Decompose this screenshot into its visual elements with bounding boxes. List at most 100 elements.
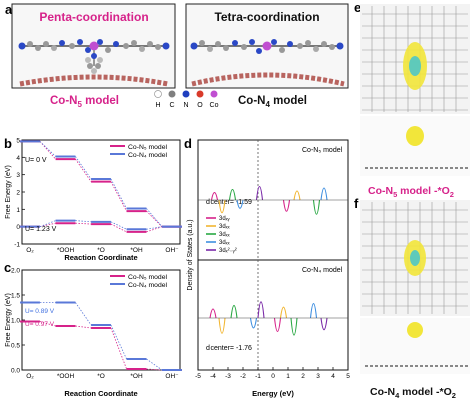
x-tick-label: *OH xyxy=(130,247,143,254)
panel-e-letter: e xyxy=(354,0,361,15)
energy-connector xyxy=(110,324,127,360)
dos-peak xyxy=(236,199,244,209)
legend-h-dot xyxy=(154,90,162,98)
panel-c-legend-n4: Co-N₄ model xyxy=(128,282,168,289)
panel-e-side-density xyxy=(406,126,424,146)
energy-connector xyxy=(146,358,163,371)
x-tick-label: *O xyxy=(97,373,105,380)
energy-connector xyxy=(110,327,127,370)
panel-e-caption: Co-N5 model -*O2 xyxy=(368,185,454,199)
panel-c-annot-089v: U= 0.89 V xyxy=(25,308,55,315)
panel-d-axes xyxy=(197,139,349,371)
dos-peak xyxy=(320,317,328,331)
panel-f: f Co-N4 model -*O2 xyxy=(354,196,470,400)
x-tick-label: 3 xyxy=(316,373,320,380)
panel-b-yticks: -1 0 1 2 3 4 5 xyxy=(14,138,25,249)
legend-co-dot xyxy=(210,90,218,98)
co-n4-model-label: Co-N4 model xyxy=(238,95,307,109)
panel-c-letter: c xyxy=(4,260,11,275)
x-tick-label: -5 xyxy=(195,373,201,380)
energy-connector xyxy=(75,302,92,326)
panel-c-legend-n5: Co-N₅ model xyxy=(128,274,167,281)
x-tick-label: -2 xyxy=(240,373,246,380)
panel-c: c Free Energy (eV) Reaction Coordinate 0… xyxy=(4,260,182,398)
energy-connector xyxy=(39,141,56,157)
panel-b-series xyxy=(20,140,182,233)
x-tick-label: 1 xyxy=(286,373,290,380)
panel-e: e Co-N5 model -*O2 xyxy=(354,0,470,199)
panel-d-top-dcenter: d center= -1.59 xyxy=(206,199,252,206)
legend-h-label: H xyxy=(155,102,160,109)
y-tick-label: 0.0 xyxy=(11,368,20,375)
panel-b-legend-n4: Co-N₄ model xyxy=(128,152,168,159)
panel-f-side-density xyxy=(407,322,423,338)
legend-n-dot xyxy=(182,90,190,98)
energy-connector xyxy=(146,226,163,230)
panel-c-xlabel: Reaction Coordinate xyxy=(64,389,137,398)
dos-peak xyxy=(293,190,301,201)
panel-d-bottom-dcenter: d center= -1.76 xyxy=(206,345,252,352)
x-tick-label: *OOH xyxy=(57,247,75,254)
x-tick-label: OH⁻ xyxy=(165,247,179,254)
panel-d: d Density of States (a.u.) Energy (eV) C… xyxy=(184,136,350,398)
y-tick-label: 2.0 xyxy=(11,268,20,275)
panel-b-ylabel: Free Energy (eV) xyxy=(5,165,12,219)
energy-connector xyxy=(110,178,127,209)
legend-o-dot xyxy=(196,90,204,98)
x-tick-label: OH⁻ xyxy=(165,373,179,380)
x-tick-label: 5 xyxy=(346,373,350,380)
energy-connector xyxy=(75,156,92,180)
penta-coordination-title: Penta-coordination xyxy=(39,10,148,24)
energy-connector xyxy=(75,222,92,225)
molecule-right xyxy=(190,39,345,87)
dos-peak xyxy=(210,191,219,201)
y-tick-label: 4 xyxy=(16,155,20,162)
dos-peak xyxy=(257,301,265,319)
legend-c-dot xyxy=(168,90,176,98)
energy-connector xyxy=(110,221,127,230)
orbital-legend-label: 3dₓᵧ xyxy=(219,216,230,222)
dos-peak xyxy=(309,303,318,319)
panel-b-xlabel: Reaction Coordinate xyxy=(64,253,137,262)
panel-c-xticks: O₂ *OOH *O *OH OH⁻ xyxy=(26,373,179,380)
orbital-legend-label: 3dₓₓ xyxy=(219,224,230,230)
molecule-left xyxy=(18,39,170,87)
panel-d-top-model: Co-N₅ model xyxy=(302,147,343,154)
y-tick-label: 0 xyxy=(16,224,20,231)
panel-f-letter: f xyxy=(354,196,359,211)
y-tick-label: 1.0 xyxy=(11,318,20,325)
dos-peak xyxy=(279,306,288,319)
legend-co-label: Co xyxy=(210,102,219,109)
dos-peak xyxy=(273,317,282,333)
y-tick-label: 3 xyxy=(16,172,20,179)
y-tick-label: 1.5 xyxy=(11,293,20,300)
dos-peak xyxy=(230,304,238,319)
legend-o-label: O xyxy=(197,102,203,109)
panel-c-series xyxy=(20,301,182,371)
panel-b: b Free Energy (eV) Reaction Coordinate -… xyxy=(4,136,182,262)
y-tick-label: 2 xyxy=(16,190,20,197)
panel-d-peaks xyxy=(198,185,348,336)
dos-peak xyxy=(282,199,291,212)
energy-connector xyxy=(110,181,127,212)
panel-a-letter: a xyxy=(5,2,13,17)
dos-peak xyxy=(290,317,298,336)
panel-c-annot-097v: U= 0.97 V xyxy=(25,321,55,328)
x-tick-label: O₂ xyxy=(26,373,34,380)
dos-peak xyxy=(218,317,226,334)
legend-n-label: N xyxy=(183,102,188,109)
y-tick-label: 5 xyxy=(16,138,20,145)
energy-connector xyxy=(75,325,92,329)
dos-peak xyxy=(249,317,258,329)
dos-peak xyxy=(312,199,321,215)
panel-d-bottom-model: Co-N₄ model xyxy=(302,267,343,274)
x-tick-label: -3 xyxy=(225,373,231,380)
panel-b-annot-123v: U= 1.23 V xyxy=(25,226,57,233)
y-tick-label: -1 xyxy=(14,242,20,249)
x-tick-label: 0 xyxy=(271,373,275,380)
x-tick-label: 4 xyxy=(331,373,335,380)
energy-connector xyxy=(146,368,163,371)
orbital-legend-label: 3dₓₓ xyxy=(219,232,230,238)
energy-connector xyxy=(75,220,92,223)
